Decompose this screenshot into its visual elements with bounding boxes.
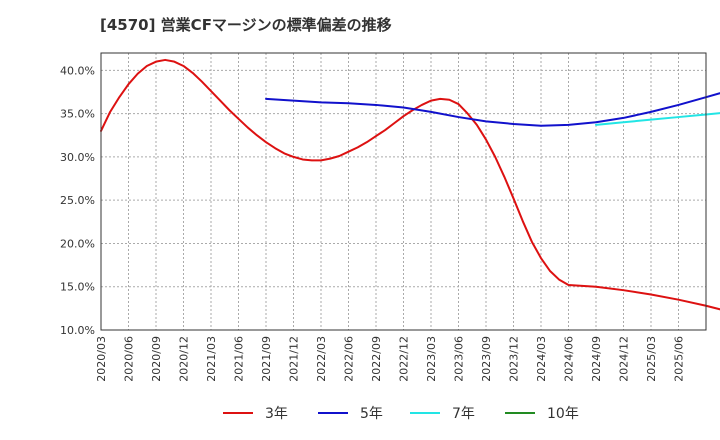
x-tick-label: 2021/06 <box>233 336 246 382</box>
series-line-5年 <box>265 92 720 127</box>
x-tick-label: 2022/09 <box>370 336 383 382</box>
x-tick-label: 2023/03 <box>425 336 438 382</box>
plot-background <box>101 53 706 330</box>
series-layer <box>100 58 720 311</box>
x-tick-label: 2021/09 <box>260 336 273 382</box>
x-tick-label: 2025/06 <box>673 336 686 382</box>
chart-title: [4570] 営業CFマージンの標準偏差の推移 <box>100 16 392 34</box>
legend: 3年 5年 7年 10年 <box>223 406 579 422</box>
x-tick-label: 2025/03 <box>645 336 658 382</box>
y-tick-label: 35.0% <box>60 108 95 121</box>
y-tick-label: 15.0% <box>60 281 95 294</box>
series-line-3年 <box>100 58 720 311</box>
plot-border <box>100 52 707 331</box>
x-tick-label: 2022/12 <box>398 336 411 382</box>
series-line-7年 <box>595 112 720 126</box>
y-axis-ticks: 10.0% 15.0% 20.0% 25.0% 30.0% 35.0% 40.0% <box>60 64 95 337</box>
legend-label: 5年 <box>360 406 383 422</box>
x-tick-label: 2020/09 <box>150 336 163 382</box>
legend-label: 3年 <box>265 406 288 422</box>
x-tick-label: 2022/03 <box>315 336 328 382</box>
x-tick-label: 2023/12 <box>508 336 521 382</box>
y-tick-label: 30.0% <box>60 151 95 164</box>
x-tick-label: 2024/03 <box>535 336 548 382</box>
legend-label: 7年 <box>452 406 475 422</box>
x-tick-label: 2020/03 <box>95 336 108 382</box>
y-tick-label: 20.0% <box>60 237 95 250</box>
y-tick-label: 40.0% <box>60 64 95 77</box>
x-tick-label: 2022/06 <box>343 336 356 382</box>
y-tick-label: 25.0% <box>60 194 95 207</box>
grid-layer <box>101 53 706 330</box>
y-tick-label: 10.0% <box>60 324 95 337</box>
x-tick-label: 2020/06 <box>123 336 136 382</box>
x-tick-label: 2021/12 <box>288 336 301 382</box>
x-tick-label: 2024/12 <box>618 336 631 382</box>
x-tick-label: 2021/03 <box>205 336 218 382</box>
x-axis-ticks: 2020/03 2020/06 2020/09 2020/12 2021/03 2021/… <box>95 336 686 382</box>
x-tick-label: 2024/09 <box>590 336 603 382</box>
legend-label: 10年 <box>547 406 579 422</box>
x-tick-label: 2023/06 <box>453 336 466 382</box>
x-tick-label: 2023/09 <box>480 336 493 382</box>
x-tick-label: 2024/06 <box>563 336 576 382</box>
x-tick-label: 2020/12 <box>178 336 191 382</box>
